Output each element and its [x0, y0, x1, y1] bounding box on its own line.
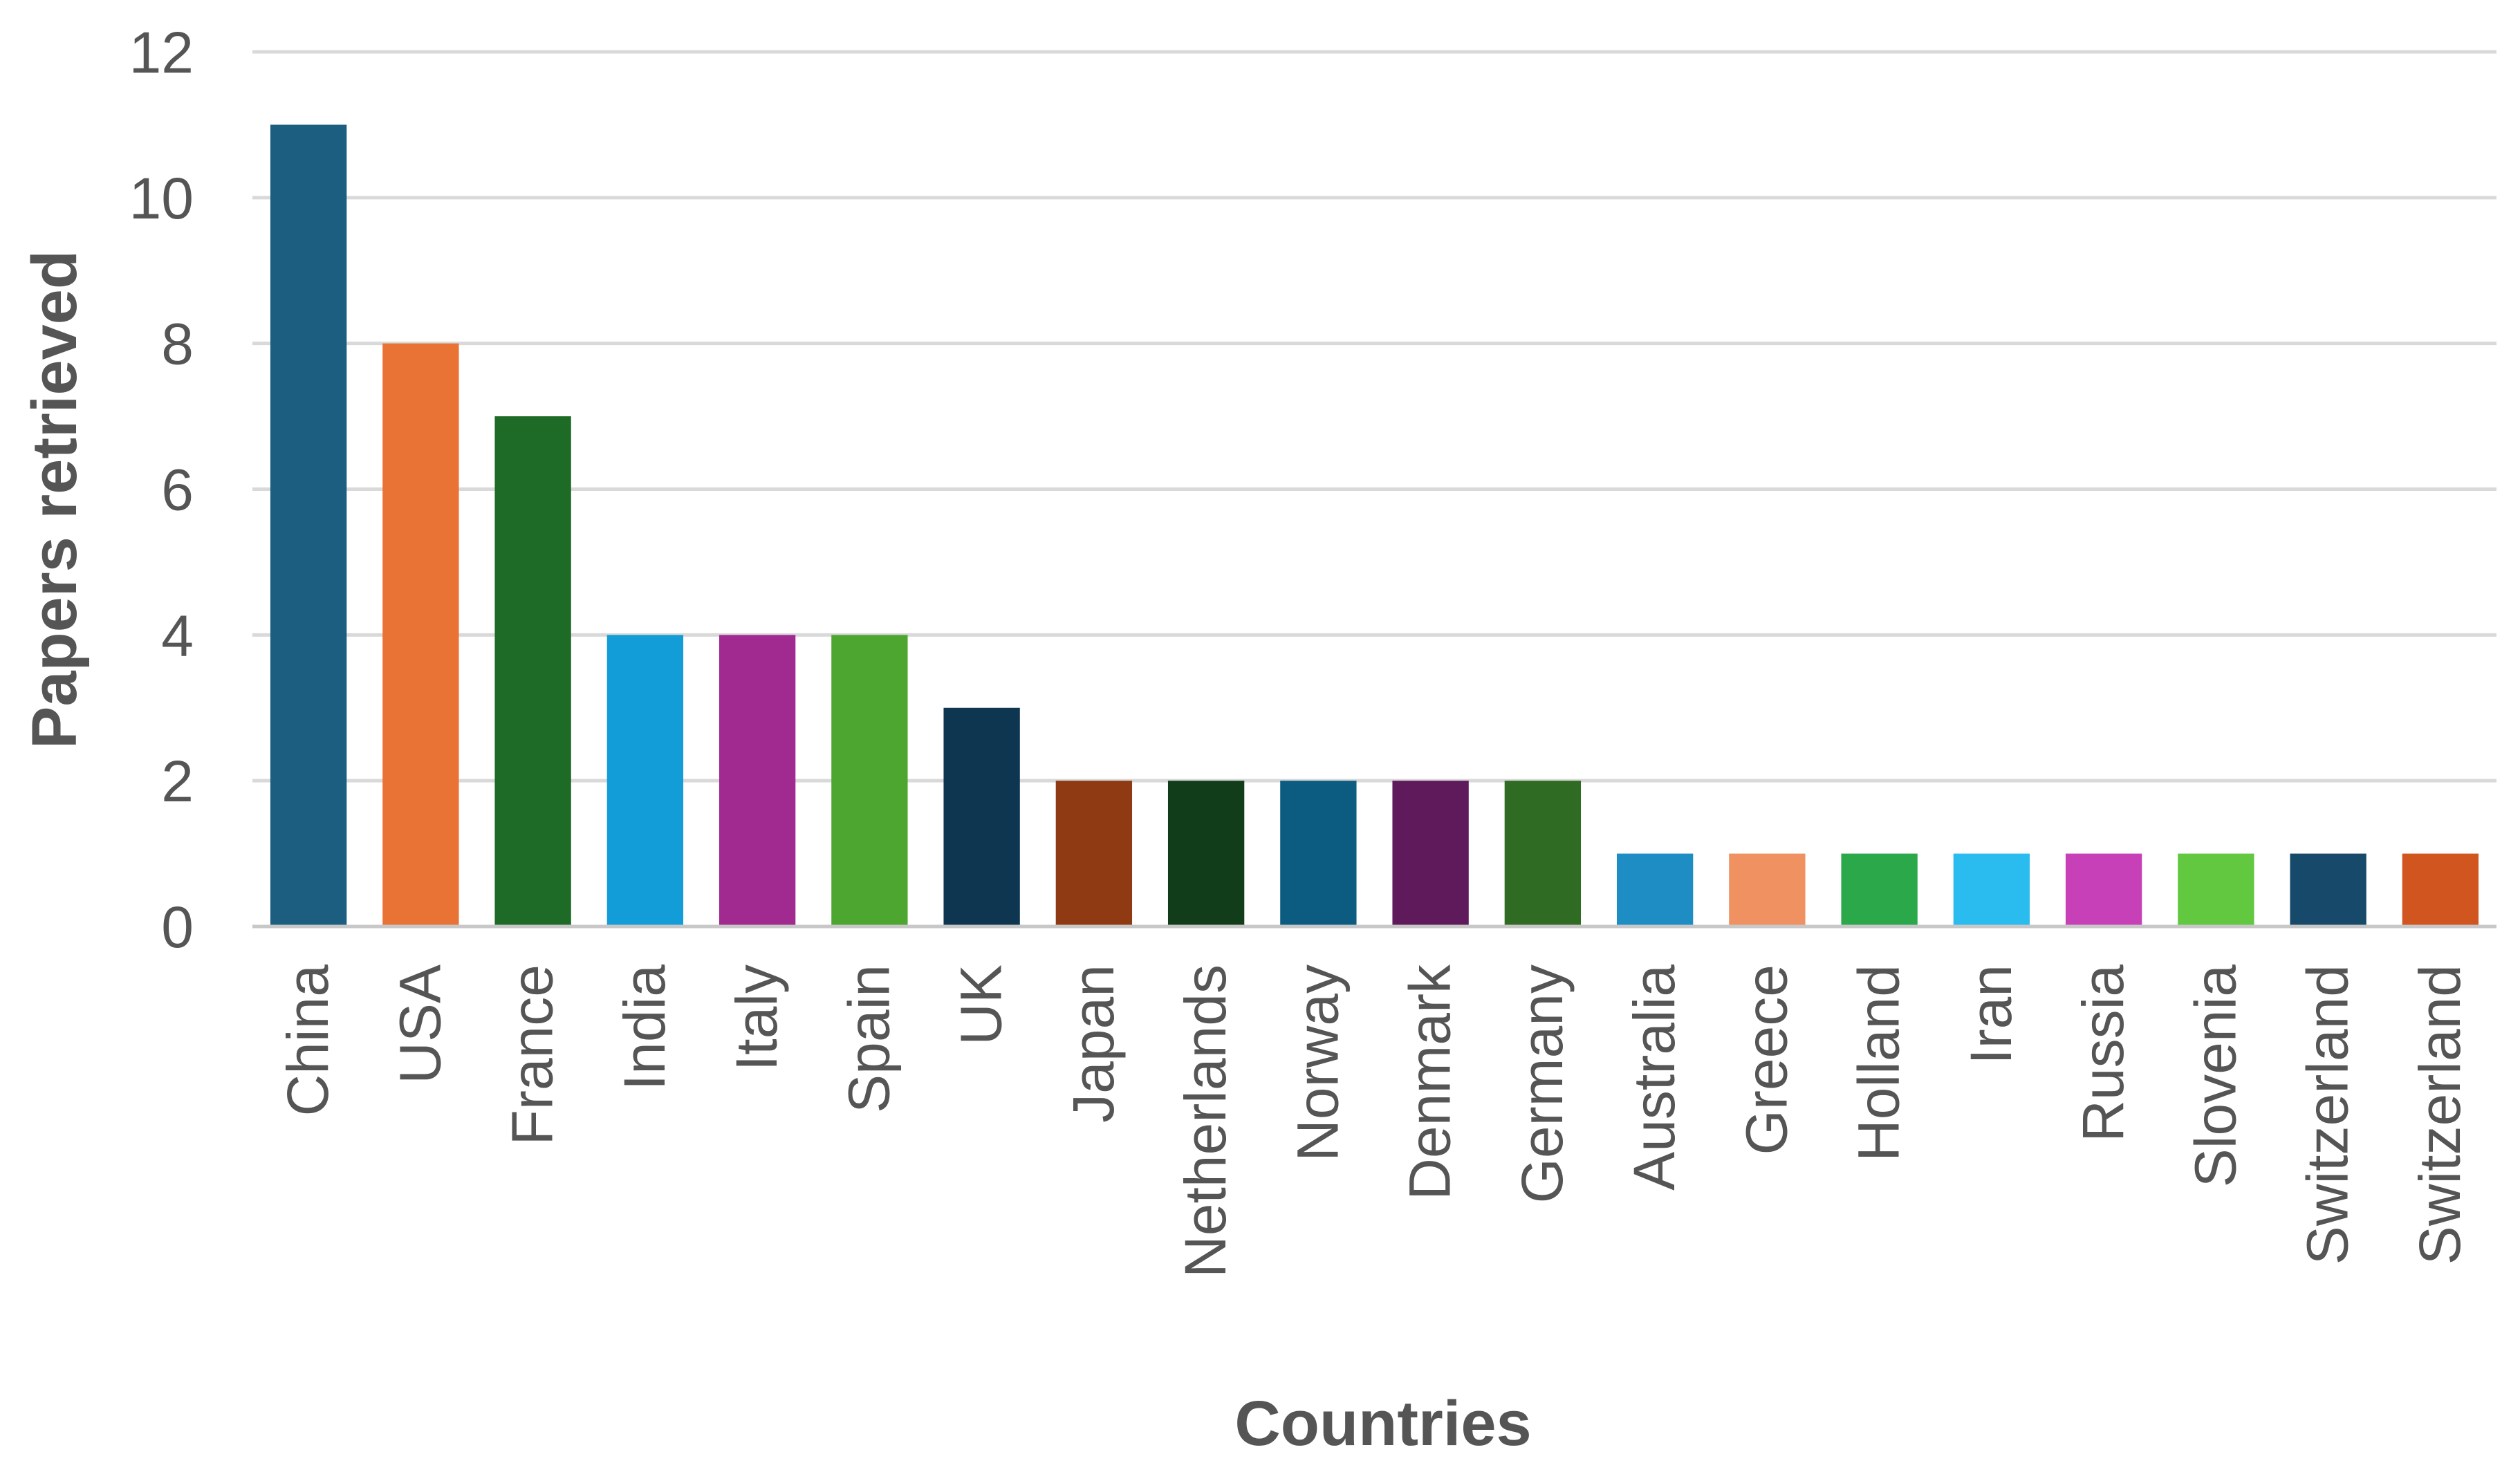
- bar: [1841, 853, 1918, 926]
- y-tick-label: 2: [161, 749, 194, 814]
- x-tick-label: Iran: [1958, 965, 2023, 1065]
- bar: [2178, 853, 2254, 926]
- x-tick-label: Netherlands: [1173, 965, 1238, 1278]
- bar: [1616, 853, 1694, 926]
- bar: [1953, 853, 2030, 926]
- x-tick-label: Italy: [724, 965, 789, 1071]
- x-tick-label: Australia: [1622, 965, 1687, 1191]
- x-tick-label: UK: [949, 965, 1014, 1045]
- bar: [1729, 853, 1806, 926]
- x-tick-label: China: [275, 965, 340, 1117]
- x-tick-label: Holland: [1846, 965, 1911, 1162]
- x-tick-label: USA: [387, 965, 452, 1084]
- bar: [2290, 853, 2366, 926]
- x-tick-label: Spain: [836, 965, 901, 1113]
- y-tick-label: 8: [161, 312, 194, 377]
- bar: [270, 124, 347, 927]
- bar: [831, 635, 908, 926]
- bar: [1055, 781, 1133, 926]
- bar: [382, 343, 459, 927]
- y-tick-label: 10: [129, 166, 194, 231]
- bars: [270, 124, 2479, 927]
- y-axis-title: Papers retrieved: [19, 250, 90, 749]
- x-tick-label: France: [500, 965, 565, 1145]
- x-tick-label: Russia: [2070, 965, 2135, 1142]
- bar: [2065, 853, 2142, 926]
- y-axis-ticks: 0 2 4 6 8 10 12: [129, 20, 194, 960]
- bar: [1392, 781, 1469, 926]
- x-tick-label: Germany: [1510, 965, 1575, 1203]
- y-tick-label: 0: [161, 895, 194, 960]
- bar: [606, 635, 684, 926]
- y-tick-label: 4: [161, 603, 194, 668]
- bar: [494, 416, 571, 926]
- x-tick-label: Switzerland: [2295, 965, 2360, 1265]
- x-tick-label: Denmark: [1398, 964, 1463, 1200]
- y-tick-label: 12: [129, 20, 194, 85]
- bar: [2402, 853, 2479, 926]
- bar: [1280, 781, 1357, 926]
- bar: [1504, 781, 1582, 926]
- x-tick-label: Greece: [1734, 965, 1799, 1155]
- x-tick-label: Switzerland: [2407, 965, 2472, 1265]
- x-tick-label: Slovenia: [2183, 965, 2248, 1188]
- bar: [719, 635, 796, 926]
- x-tick-label: Norway: [1285, 965, 1350, 1162]
- x-tick-label: India: [612, 965, 677, 1090]
- gridlines: [252, 50, 2496, 783]
- bar: [1167, 781, 1245, 926]
- bar: [943, 707, 1020, 926]
- x-axis-title: Countries: [1234, 1388, 1531, 1459]
- y-tick-label: 6: [161, 458, 194, 523]
- x-axis-ticks: China USA France India Italy Spain UK Japan Neth…: [275, 964, 2472, 1278]
- x-tick-label: Japan: [1061, 965, 1126, 1123]
